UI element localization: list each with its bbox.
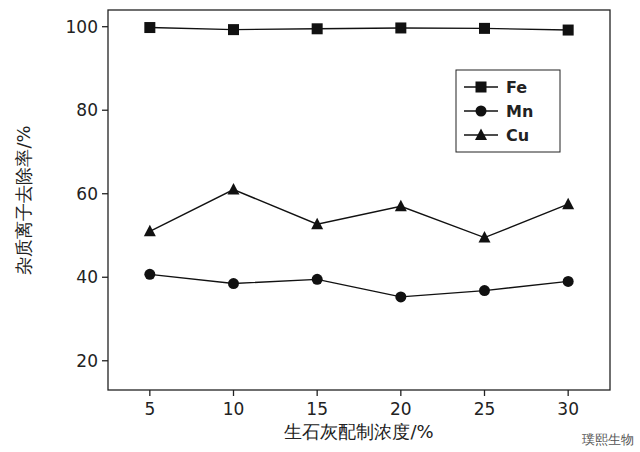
data-point — [228, 24, 239, 35]
y-tick-label: 40 — [76, 267, 98, 287]
data-point — [144, 22, 155, 33]
legend: Fe Mn Cu — [456, 70, 560, 152]
data-point — [312, 23, 323, 34]
x-tick — [317, 390, 318, 396]
data-point — [479, 231, 491, 243]
y-tick — [102, 110, 108, 111]
data-point — [395, 22, 406, 33]
data-point — [563, 25, 574, 36]
x-tick — [149, 390, 150, 396]
x-tick-label: 30 — [557, 399, 579, 419]
y-tick-label: 20 — [76, 351, 98, 371]
x-tick-label: 5 — [144, 399, 155, 419]
y-tick-label: 100 — [66, 17, 98, 37]
y-tick — [102, 193, 108, 194]
series-line — [150, 190, 568, 238]
legend-marker — [476, 82, 487, 93]
legend-label: Cu — [506, 126, 529, 145]
data-point — [311, 218, 323, 230]
chart: 20 40 60 80 100 5 10 15 20 25 30 生石灰配制浓度/% 杂质离子去除率/%… — [0, 0, 640, 452]
legend-label: Fe — [506, 78, 527, 97]
x-tick — [484, 390, 485, 396]
legend-box — [456, 70, 560, 152]
y-tick — [102, 26, 108, 27]
data-point — [563, 276, 574, 287]
legend-marker — [476, 106, 487, 117]
legend-marker — [475, 129, 487, 141]
data-point — [228, 278, 239, 289]
data-point — [395, 291, 406, 302]
watermark: 璞熙生物 — [582, 432, 634, 447]
data-point — [395, 200, 407, 212]
data-point — [144, 269, 155, 280]
x-tick — [400, 390, 401, 396]
x-tick-label: 15 — [306, 399, 328, 419]
x-tick-label: 25 — [474, 399, 496, 419]
x-tick-label: 20 — [390, 399, 412, 419]
x-tick — [233, 390, 234, 396]
plot-area — [144, 22, 574, 302]
x-tick-label: 10 — [223, 399, 245, 419]
series-line — [150, 274, 568, 297]
series-line — [150, 28, 568, 31]
data-point — [479, 23, 490, 34]
legend-label: Mn — [506, 102, 533, 121]
y-axis-label: 杂质离子去除率/% — [13, 125, 34, 274]
data-point — [228, 183, 240, 195]
y-tick — [102, 360, 108, 361]
data-point — [562, 198, 574, 210]
y-tick — [102, 277, 108, 278]
page: {"chart_data": {"type": "line", "x_label… — [0, 0, 640, 452]
data-point — [479, 285, 490, 296]
x-axis-label: 生石灰配制浓度/% — [284, 421, 433, 442]
y-tick-label: 60 — [76, 184, 98, 204]
data-point — [312, 274, 323, 285]
x-tick — [568, 390, 569, 396]
data-point — [144, 225, 156, 237]
plot-frame — [108, 10, 610, 390]
y-tick-label: 80 — [76, 100, 98, 120]
